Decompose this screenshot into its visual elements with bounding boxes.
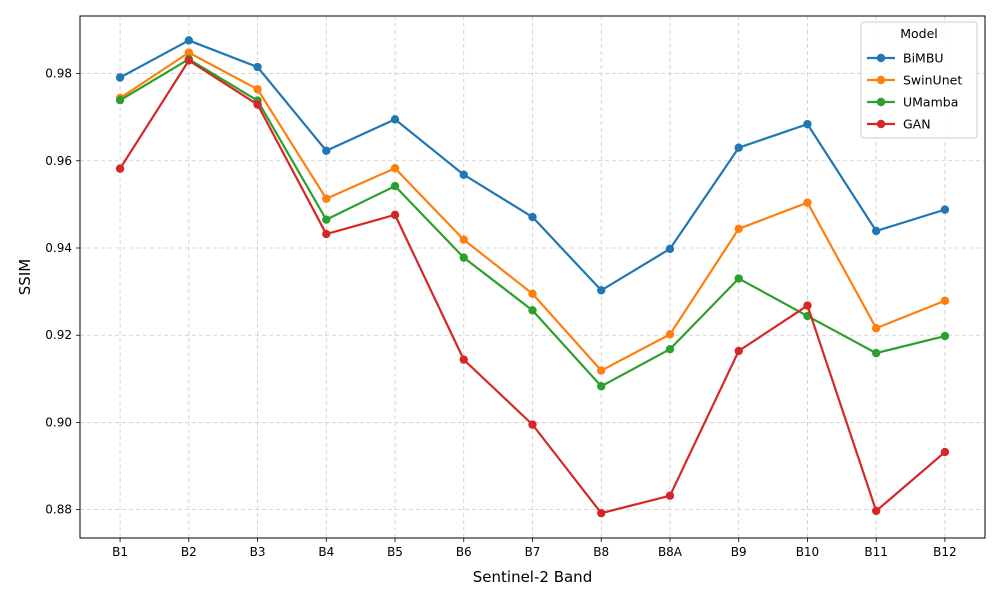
legend-swatch-marker: [876, 75, 886, 85]
legend-item-bimbu: BiMBU: [867, 51, 944, 66]
data-point-gan: [665, 491, 675, 500]
data-point-umamba: [597, 382, 606, 391]
data-point-umamba: [940, 331, 950, 341]
data-point-gan: [734, 346, 743, 356]
data-point-swinunet: [322, 194, 331, 203]
x-tick-label: B4: [318, 545, 334, 559]
data-point-gan: [253, 100, 262, 109]
legend-swatch-marker: [876, 53, 886, 63]
data-point-bimbu: [871, 226, 881, 236]
data-point-gan: [115, 164, 125, 173]
data-point-bimbu: [253, 62, 262, 72]
series-bimbu: [115, 36, 950, 295]
data-point-swinunet: [528, 289, 537, 298]
data-point-bimbu: [528, 212, 537, 222]
data-point-bimbu: [803, 119, 812, 129]
data-point-swinunet: [390, 163, 400, 173]
legend-item-umamba: UMamba: [867, 95, 958, 110]
data-point-umamba: [322, 215, 331, 224]
x-tick-label: B10: [796, 545, 820, 559]
x-tick-label: B2: [181, 545, 197, 559]
series-lines: [115, 36, 950, 518]
legend-label: UMamba: [903, 95, 958, 110]
data-point-swinunet: [597, 366, 606, 375]
data-point-umamba: [734, 274, 743, 283]
y-tick-label: 0.98: [45, 67, 72, 81]
data-point-umamba: [871, 348, 881, 358]
y-tick-label: 0.96: [45, 154, 72, 168]
data-point-gan: [803, 301, 812, 310]
y-axis-label: SSIM: [16, 259, 34, 295]
x-tick-label: B7: [525, 545, 541, 559]
data-point-gan: [528, 420, 537, 429]
data-point-swinunet: [665, 330, 675, 339]
data-point-bimbu: [665, 244, 675, 254]
legend-title: Model: [900, 26, 938, 41]
x-tick-label: B11: [864, 545, 888, 559]
data-point-swinunet: [940, 296, 950, 305]
data-point-swinunet: [803, 198, 812, 207]
data-point-bimbu: [597, 286, 606, 295]
data-point-gan: [322, 229, 331, 239]
data-point-gan: [871, 506, 881, 516]
data-point-umamba: [390, 181, 400, 191]
data-point-swinunet: [734, 224, 743, 234]
data-point-gan: [597, 508, 606, 518]
data-point-bimbu: [459, 170, 468, 179]
data-point-swinunet: [253, 85, 262, 94]
legend-label: GAN: [903, 117, 931, 132]
data-point-bimbu: [734, 143, 743, 152]
x-tick-label: B8A: [658, 545, 683, 559]
data-point-swinunet: [459, 235, 468, 244]
x-tick-label: B6: [456, 545, 472, 559]
data-point-umamba: [528, 306, 537, 315]
legend-swatch-marker: [876, 97, 886, 107]
legend-label: BiMBU: [903, 51, 944, 66]
data-point-bimbu: [390, 115, 400, 124]
x-tick-label: B9: [731, 545, 747, 559]
legend-box: [860, 21, 978, 139]
data-point-swinunet: [871, 324, 881, 333]
legend-swatch-marker: [876, 119, 886, 129]
data-point-gan: [940, 447, 950, 457]
x-tick-label: B8: [593, 545, 609, 559]
data-point-bimbu: [115, 73, 125, 82]
series-gan: [115, 56, 950, 518]
data-point-umamba: [459, 253, 468, 262]
data-point-bimbu: [940, 205, 950, 214]
x-tick-label: B3: [250, 545, 266, 559]
data-point-umamba: [665, 344, 675, 354]
data-point-bimbu: [184, 36, 194, 45]
x-tick-label: B12: [933, 545, 957, 559]
legend-items: BiMBU SwinUnet UMamba GAN: [867, 51, 962, 132]
data-point-umamba: [115, 95, 125, 105]
legend-item-gan: GAN: [867, 117, 931, 132]
data-point-gan: [390, 210, 400, 220]
legend: Model BiMBU SwinUnet UMamba GAN: [860, 21, 978, 139]
x-axis-label: Sentinel-2 Band: [473, 568, 592, 586]
x-tick-label: B5: [387, 545, 403, 559]
legend-label: SwinUnet: [903, 73, 962, 88]
y-tick-label: 0.88: [45, 503, 72, 517]
x-tick-label: B1: [112, 545, 128, 559]
legend-item-swinunet: SwinUnet: [867, 73, 962, 88]
data-point-gan: [184, 56, 194, 65]
data-point-swinunet: [184, 48, 194, 57]
data-point-bimbu: [322, 146, 331, 155]
axis-ticks: B1 B2 B3 B4 B5 B6 B7 B8 B8A B9 B10 B11 B12 0.88 0.90 0.…: [45, 67, 956, 559]
y-tick-label: 0.90: [45, 415, 72, 429]
y-tick-label: 0.92: [45, 328, 72, 342]
y-tick-label: 0.94: [45, 241, 72, 255]
data-point-gan: [459, 355, 468, 364]
